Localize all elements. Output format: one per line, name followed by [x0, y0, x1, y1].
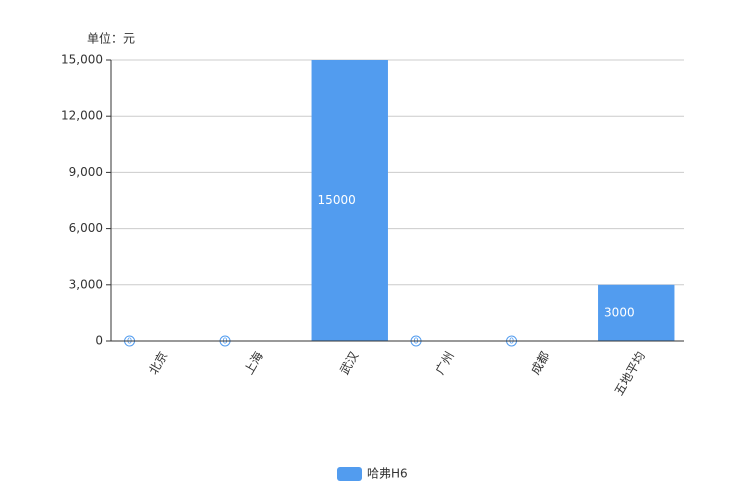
x-tick-label: 成都 — [528, 349, 552, 377]
y-tick-label: 3,000 — [69, 277, 103, 291]
y-tick-label: 6,000 — [69, 221, 103, 235]
value-label: 15000 — [318, 193, 356, 207]
unit-label: 单位：元 — [87, 31, 135, 46]
legend-label: 哈弗H6 — [367, 467, 408, 481]
y-tick-label: 0 — [95, 334, 103, 348]
y-tick-label: 12,000 — [61, 109, 103, 123]
bar — [598, 284, 675, 341]
x-tick-label: 广州 — [433, 349, 457, 377]
x-tick-label: 上海 — [241, 349, 266, 377]
x-tick-label: 武汉 — [337, 349, 361, 377]
bar — [311, 60, 388, 341]
legend-swatch — [337, 467, 362, 481]
x-tick-label: 五地平均 — [612, 349, 648, 398]
x-tick-label: 北京 — [146, 349, 170, 377]
y-tick-label: 9,000 — [69, 165, 103, 179]
value-label: 3000 — [604, 305, 635, 319]
y-tick-label: 15,000 — [61, 53, 103, 67]
